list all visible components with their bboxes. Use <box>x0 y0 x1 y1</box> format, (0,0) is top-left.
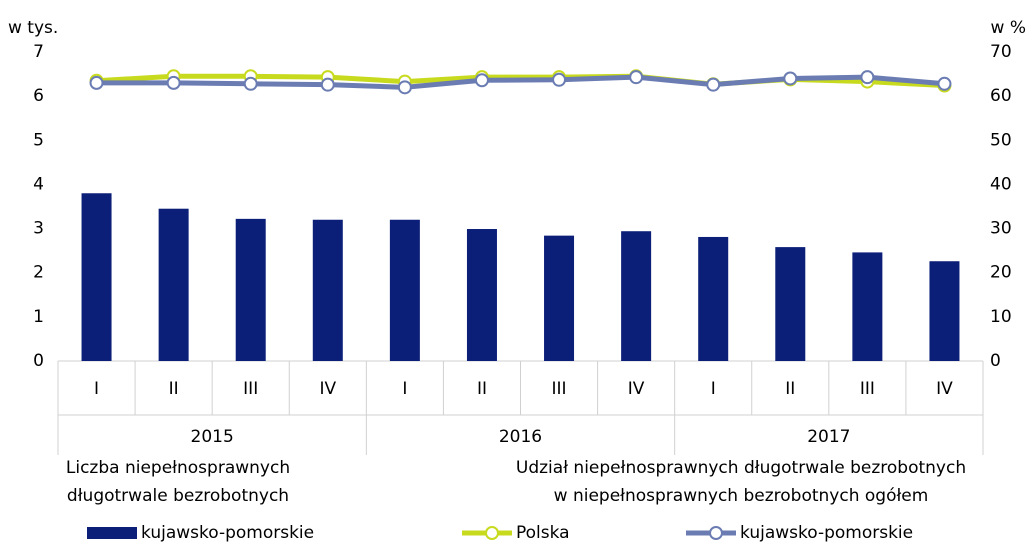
x-tick-label: I <box>94 379 99 399</box>
line-marker <box>166 75 181 90</box>
legend-title: Liczba niepełnosprawnych <box>66 458 290 478</box>
bar <box>312 219 343 361</box>
line-marker <box>860 70 875 85</box>
group-label: 2017 <box>807 427 850 447</box>
x-tick-label: II <box>169 379 179 399</box>
line <box>96 74 945 90</box>
group-label: 2016 <box>499 427 542 447</box>
bar <box>544 235 575 361</box>
bar <box>698 236 729 361</box>
line-marker <box>474 73 489 88</box>
x-tick-label: IV <box>628 379 645 399</box>
line-marker <box>783 71 798 86</box>
bar <box>235 218 266 361</box>
x-tick-label: II <box>477 379 487 399</box>
legend-swatch-marker <box>485 526 499 540</box>
line-marker <box>552 72 567 87</box>
y-tick-label: 3 <box>33 219 44 239</box>
legend-swatch <box>87 527 137 539</box>
bar <box>466 229 497 361</box>
legend-label: kujawsko-pomorskie <box>740 523 913 543</box>
y2-tick-label: 20 <box>990 263 1012 283</box>
legend-title: w niepełnosprawnych bezrobotnych ogółem <box>554 486 929 506</box>
y2-tick-label: 40 <box>990 174 1012 194</box>
line-marker <box>629 70 644 85</box>
y-tick-label: 0 <box>33 351 44 371</box>
y-tick-label: 4 <box>33 174 44 194</box>
line-marker <box>243 76 258 91</box>
line-marker <box>320 77 335 92</box>
group-label: 2015 <box>191 427 234 447</box>
line-marker <box>937 76 952 91</box>
x-tick-label: II <box>785 379 795 399</box>
y-tick-label: 7 <box>33 42 44 62</box>
y-tick-label: 6 <box>33 86 44 106</box>
bar <box>81 193 112 361</box>
x-tick-label: IV <box>319 379 336 399</box>
bar <box>775 247 806 361</box>
y-tick-label: 5 <box>33 130 44 150</box>
x-tick-label: I <box>402 379 407 399</box>
y2-tick-label: 60 <box>990 86 1012 106</box>
y2-tick-label: 30 <box>990 219 1012 239</box>
x-tick-label: I <box>711 379 716 399</box>
line-marker <box>89 75 104 90</box>
bar <box>929 261 960 361</box>
bar <box>621 231 652 361</box>
y-tick-label: 1 <box>33 307 44 327</box>
bar <box>158 208 189 361</box>
legend-label: kujawsko-pomorskie <box>141 523 314 543</box>
x-tick-label: III <box>552 379 567 399</box>
x-tick-label: IV <box>936 379 953 399</box>
legend-title: Udział niepełnosprawnych długotrwale bez… <box>516 458 966 478</box>
y-tick-label: 2 <box>33 263 44 283</box>
y2-tick-label: 70 <box>990 42 1012 62</box>
line-marker <box>397 80 412 95</box>
x-tick-label: III <box>243 379 258 399</box>
legend-label: Polska <box>516 523 570 543</box>
y2-axis-unit: w % <box>991 18 1026 38</box>
x-tick-label: III <box>860 379 875 399</box>
y2-tick-label: 10 <box>990 307 1012 327</box>
bar <box>389 219 420 361</box>
legend-title: długotrwale bezrobotnych <box>67 486 289 506</box>
line-marker <box>706 77 721 92</box>
y-axis-unit: w tys. <box>8 18 58 38</box>
bar <box>852 252 883 361</box>
y2-tick-label: 0 <box>990 351 1001 371</box>
legend-swatch-marker <box>709 526 723 540</box>
y2-tick-label: 50 <box>990 130 1012 150</box>
